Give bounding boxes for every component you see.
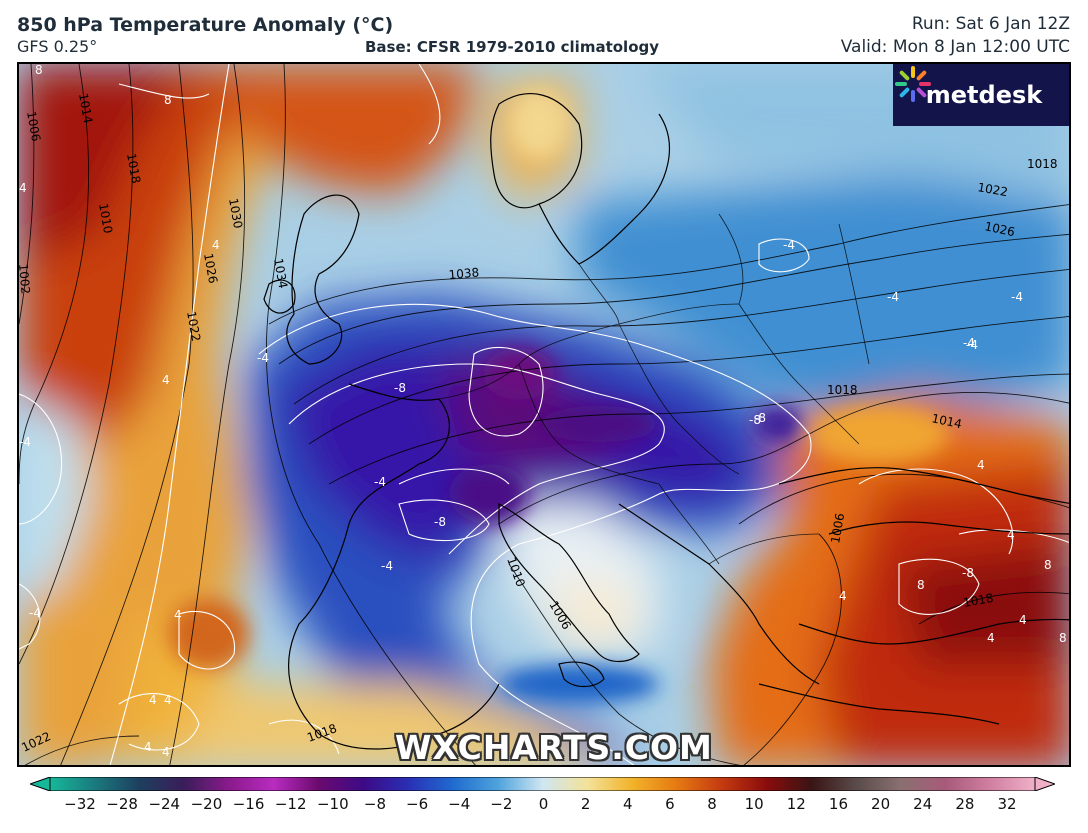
colorbar-ticks: −32 −28 −24 −20 −16 −12 −10 −8 −6 −4 −2 0 2 4 6 8 10 12 16… bbox=[0, 795, 1088, 817]
colorbar-max-extend bbox=[1034, 776, 1057, 792]
isobar-label: 1026 bbox=[201, 252, 220, 285]
anomaly-label: 4 bbox=[174, 608, 182, 622]
isobar-label: 1030 bbox=[226, 197, 245, 230]
anomaly-label: 4 bbox=[212, 238, 220, 252]
anomaly-label: -8 bbox=[434, 515, 446, 529]
anomaly-label: 8 bbox=[1059, 631, 1067, 645]
isobar-label: 1018 bbox=[827, 383, 858, 397]
anomaly-label: 8 bbox=[1044, 558, 1052, 572]
anomaly-label: -4 bbox=[1011, 290, 1023, 304]
logo-text: metdesk bbox=[925, 81, 1043, 109]
anomaly-label: -8 bbox=[749, 413, 761, 427]
anomaly-label: -8 bbox=[754, 411, 766, 425]
anomaly-map: 1006 1014 1018 1010 1002 1030 1026 1022 … bbox=[17, 62, 1071, 767]
colorbar-tick-label: −24 bbox=[148, 795, 181, 813]
anomaly-label: 4 bbox=[977, 458, 985, 472]
isobar-label: 1014 bbox=[76, 92, 95, 125]
borders bbox=[438, 213, 870, 565]
isobar-label: 1010 bbox=[96, 202, 115, 235]
anomaly-label: -4 bbox=[257, 351, 269, 365]
anomaly-label: -4 bbox=[381, 559, 393, 573]
anomaly-label: 4 bbox=[144, 740, 152, 754]
colorbar-tick-label: −6 bbox=[406, 795, 429, 813]
isobars bbox=[19, 64, 1069, 765]
anomaly-label: 4 bbox=[1019, 613, 1027, 627]
colorbar bbox=[28, 776, 1057, 792]
anomaly-label: 4 bbox=[19, 181, 27, 195]
map-title: 850 hPa Temperature Anomaly (°C) bbox=[17, 14, 394, 36]
isobar-label: 1022 bbox=[976, 180, 1009, 199]
isobar-label: 1034 bbox=[271, 257, 290, 290]
colorbar-tick-label: 32 bbox=[997, 795, 1017, 813]
colorbar-tick-label: 24 bbox=[913, 795, 933, 813]
anomaly-label: 4 bbox=[839, 589, 847, 603]
metdesk-logo: metdesk bbox=[893, 64, 1069, 126]
anomaly-label: -8 bbox=[962, 566, 974, 580]
colorbar-tick-label: −2 bbox=[490, 795, 513, 813]
colorbar-tick-label: −8 bbox=[363, 795, 387, 813]
anomaly-label: 4 bbox=[162, 373, 170, 387]
anomaly-label: -4 bbox=[783, 238, 795, 252]
isobar-label: 1018 bbox=[1027, 157, 1058, 171]
colorbar-svg bbox=[28, 776, 1057, 792]
colorbar-tick-label: 2 bbox=[580, 795, 591, 813]
anomaly-label: -4 bbox=[374, 475, 386, 489]
colorbar-min-extend bbox=[28, 776, 51, 792]
colorbar-tick-label: −4 bbox=[448, 795, 471, 813]
colorbar-tick-label: −20 bbox=[190, 795, 223, 813]
model-label: GFS 0.25° bbox=[17, 37, 98, 56]
anomaly-label: 4 bbox=[149, 693, 157, 707]
colorbar-tick-label: 28 bbox=[955, 795, 975, 813]
isobar-label: 1018 bbox=[962, 591, 995, 610]
anomaly-label-group: 8 8 4 4 4 -4 -4 -8 -8 -4 -8 -4 -4 -4 -4 … bbox=[19, 64, 1067, 759]
isobar-label: 1026 bbox=[983, 219, 1016, 239]
coastlines bbox=[263, 93, 1069, 750]
run-time-label: Run: Sat 6 Jan 12Z bbox=[911, 14, 1070, 34]
anomaly-label: 4 bbox=[987, 631, 995, 645]
colorbar-tick-label: −10 bbox=[316, 795, 349, 813]
colorbar-tick-label: 8 bbox=[707, 795, 717, 813]
isobar-label: 1022 bbox=[184, 310, 203, 343]
anomaly-label: -8 bbox=[394, 381, 406, 395]
colorbar-tick-label: 4 bbox=[622, 795, 633, 813]
flower-burst-icon bbox=[895, 66, 931, 102]
isobar-label: 1014 bbox=[930, 411, 963, 431]
colorbar-tick-label: 10 bbox=[744, 795, 764, 813]
anomaly-label: -4 bbox=[29, 606, 41, 620]
colorbar-tick-label: −16 bbox=[232, 795, 265, 813]
colorbar-tick-label: 20 bbox=[871, 795, 891, 813]
colorbar-tick-label: 16 bbox=[828, 795, 848, 813]
field-details bbox=[169, 89, 949, 704]
colorbar-gradient bbox=[49, 776, 1036, 792]
anomaly-label: -4 bbox=[963, 336, 975, 350]
climatology-base-label: Base: CFSR 1979-2010 climatology bbox=[365, 38, 660, 56]
anomaly-label: 8 bbox=[35, 64, 43, 77]
isobar-label: 1002 bbox=[19, 263, 33, 295]
anomaly-label: -4 bbox=[19, 435, 31, 449]
anomaly-label: 4 bbox=[1007, 528, 1015, 542]
anomaly-label: -4 bbox=[966, 338, 978, 352]
isobar-label: 1006 bbox=[24, 110, 43, 143]
valid-time-label: Valid: Mon 8 Jan 12:00 UTC bbox=[840, 37, 1070, 57]
isobar-label: 1006 bbox=[828, 512, 847, 545]
isobar-label: 1038 bbox=[448, 265, 480, 282]
colorbar-tick-label: −32 bbox=[64, 795, 96, 813]
watermark-text: WXCHARTS.COM bbox=[395, 728, 713, 767]
isobar-label: 1018 bbox=[124, 152, 143, 185]
anomaly-label: 8 bbox=[164, 93, 172, 107]
colorbar-tick-label: 12 bbox=[786, 795, 806, 813]
colorbar-tick-label: 0 bbox=[538, 795, 549, 813]
colorbar-tick-label: 6 bbox=[665, 795, 675, 813]
colorbar-tick-label: −28 bbox=[106, 795, 138, 813]
anomaly-label: 4 bbox=[162, 745, 170, 759]
anomaly-label: -4 bbox=[887, 290, 899, 304]
anomaly-label: 4 bbox=[164, 693, 172, 707]
map-canvas: 1006 1014 1018 1010 1002 1030 1026 1022 … bbox=[19, 64, 1069, 765]
colorbar-tick-label: −12 bbox=[274, 795, 307, 813]
anomaly-label: 8 bbox=[917, 578, 925, 592]
